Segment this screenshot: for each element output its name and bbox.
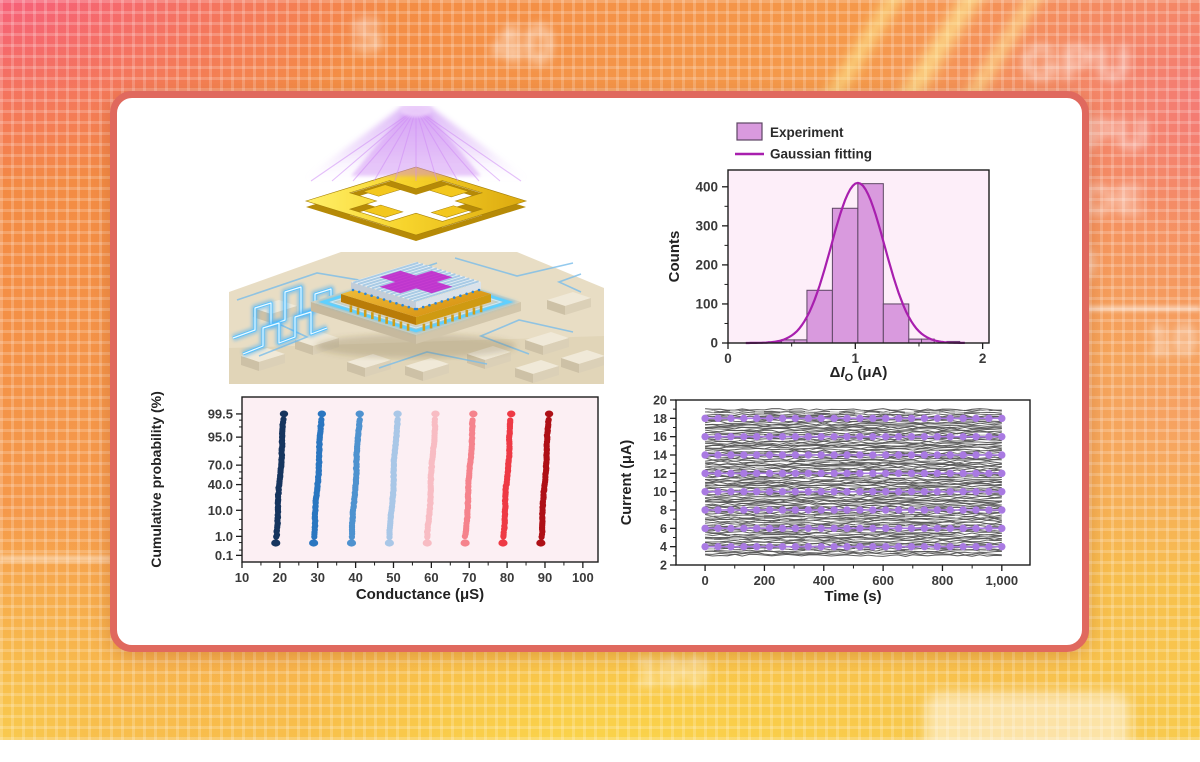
svg-text:100: 100 <box>695 296 718 311</box>
svg-text:1: 1 <box>852 351 860 366</box>
blurred-text: 40 <box>492 15 557 75</box>
svg-text:70.0: 70.0 <box>208 458 233 473</box>
panel-retention-traces: 2 4 6 8 10 12 14 16 18 20 0 200 400 600 800 1,000 Time (… <box>617 387 1057 625</box>
cdf-column <box>384 410 402 547</box>
cdf-column <box>536 410 554 547</box>
blurred-text: 100 <box>636 650 709 694</box>
cdf-column <box>422 410 440 547</box>
svg-text:600: 600 <box>872 573 894 588</box>
svg-text:Conductance (μS): Conductance (μS) <box>356 586 484 603</box>
histogram-legend: Experiment Gaussian fitting <box>735 122 872 162</box>
svg-text:50: 50 <box>386 570 400 585</box>
programmed-level-row <box>701 414 1006 423</box>
svg-text:100: 100 <box>572 570 594 585</box>
svg-text:40: 40 <box>348 570 362 585</box>
blurred-line <box>0 556 112 561</box>
svg-text:18: 18 <box>653 412 667 426</box>
mask-pad <box>362 184 402 197</box>
svg-text:10: 10 <box>653 485 667 499</box>
svg-text:0: 0 <box>724 351 732 366</box>
svg-text:14: 14 <box>653 449 667 463</box>
programmed-level-row <box>701 542 1006 551</box>
svg-text:2: 2 <box>979 351 987 366</box>
svg-text:200: 200 <box>754 573 776 588</box>
svg-text:40.0: 40.0 <box>208 477 233 492</box>
mask-pad <box>428 184 470 198</box>
cdf-column <box>498 410 516 547</box>
svg-text:90: 90 <box>538 570 552 585</box>
blurred-text: 10 <box>1148 316 1199 363</box>
cdf-column <box>309 410 327 547</box>
svg-text:800: 800 <box>932 573 954 588</box>
programmed-level-row <box>701 451 1006 459</box>
svg-text:60: 60 <box>424 570 438 585</box>
svg-text:12: 12 <box>653 467 667 481</box>
cdf-column <box>346 410 364 547</box>
svg-text:Current (μA): Current (μA) <box>619 440 635 526</box>
light-beam <box>303 106 529 182</box>
svg-text:Experiment: Experiment <box>770 125 844 140</box>
cdf-column <box>271 410 289 547</box>
blurred-text: GPU <box>1022 37 1133 90</box>
carrier-pins <box>349 305 483 331</box>
programmed-level-row <box>701 487 1006 496</box>
crossbar-chip <box>351 261 481 311</box>
svg-text:400: 400 <box>695 179 718 194</box>
switching-histogram-chart: 0 100 200 300 400 0 1 2 Experiment Gaussian fitti… <box>666 122 990 384</box>
svg-text:30: 30 <box>311 570 325 585</box>
gold-shadow-mask <box>304 166 528 241</box>
svg-text:10: 10 <box>235 570 249 585</box>
beam-rays <box>310 108 522 182</box>
blurred-text: S <box>352 9 385 61</box>
mask-pad <box>430 205 470 218</box>
svg-text:200: 200 <box>695 257 718 272</box>
programmed-level-row <box>701 469 1006 478</box>
panel-switching-histogram: 0 100 200 300 400 0 1 2 Experiment Gaussian fitti… <box>657 110 1027 388</box>
svg-text:95.0: 95.0 <box>208 430 233 445</box>
panel-conductance-cdf: 99.5 95.0 70.0 40.0 10.0 1.0 0.1 10 20 30 40 50 60 70… <box>137 387 612 623</box>
svg-text:99.5: 99.5 <box>208 406 233 421</box>
panel-chip-illustration <box>229 106 604 384</box>
svg-text:300: 300 <box>695 218 718 233</box>
chip-edge-dots <box>351 288 481 311</box>
svg-text:Gaussian fitting: Gaussian fitting <box>770 147 872 162</box>
svg-text:16: 16 <box>653 430 667 444</box>
x-axis-label: ΔIO (μA) <box>830 364 888 384</box>
cdf-column <box>460 410 478 547</box>
mask-pad <box>362 204 404 218</box>
blurred-line <box>1086 306 1200 311</box>
svg-text:Cumulative probability (%): Cumulative probability (%) <box>148 391 164 568</box>
svg-text:Time (s): Time (s) <box>824 588 881 605</box>
svg-text:10.0: 10.0 <box>208 503 233 518</box>
figure-card: 0 100 200 300 400 0 1 2 Experiment Gaussian fitti… <box>110 91 1089 652</box>
svg-text:1,000: 1,000 <box>986 573 1019 588</box>
histogram-bars <box>768 183 961 344</box>
svg-text:0: 0 <box>701 573 708 588</box>
svg-text:80: 80 <box>500 570 514 585</box>
chip-illustration <box>229 106 604 384</box>
gaussian-fit-curve <box>745 181 965 345</box>
svg-text:1.0: 1.0 <box>215 529 233 544</box>
svg-text:2: 2 <box>660 559 667 573</box>
svg-text:4: 4 <box>660 540 667 554</box>
svg-text:20: 20 <box>653 394 667 408</box>
conductance-cdf-chart: 99.5 95.0 70.0 40.0 10.0 1.0 0.110 20 30 40 50 60 70… <box>148 391 599 603</box>
programmed-level-row <box>701 432 1006 441</box>
svg-text:0.1: 0.1 <box>215 548 233 563</box>
svg-text:400: 400 <box>813 573 835 588</box>
legend-swatch-experiment <box>736 122 763 141</box>
svg-text:8: 8 <box>660 504 667 518</box>
blurred-panel <box>925 692 1130 762</box>
programmed-level-row <box>701 524 1006 533</box>
magenta-cross-pattern <box>379 270 453 294</box>
svg-text:20: 20 <box>273 570 287 585</box>
svg-text:70: 70 <box>462 570 476 585</box>
programmed-level-row <box>701 506 1006 514</box>
svg-text:Counts: Counts <box>666 231 683 283</box>
svg-text:0: 0 <box>710 336 718 351</box>
chip-shadow <box>316 334 516 358</box>
svg-text:6: 6 <box>660 522 667 536</box>
